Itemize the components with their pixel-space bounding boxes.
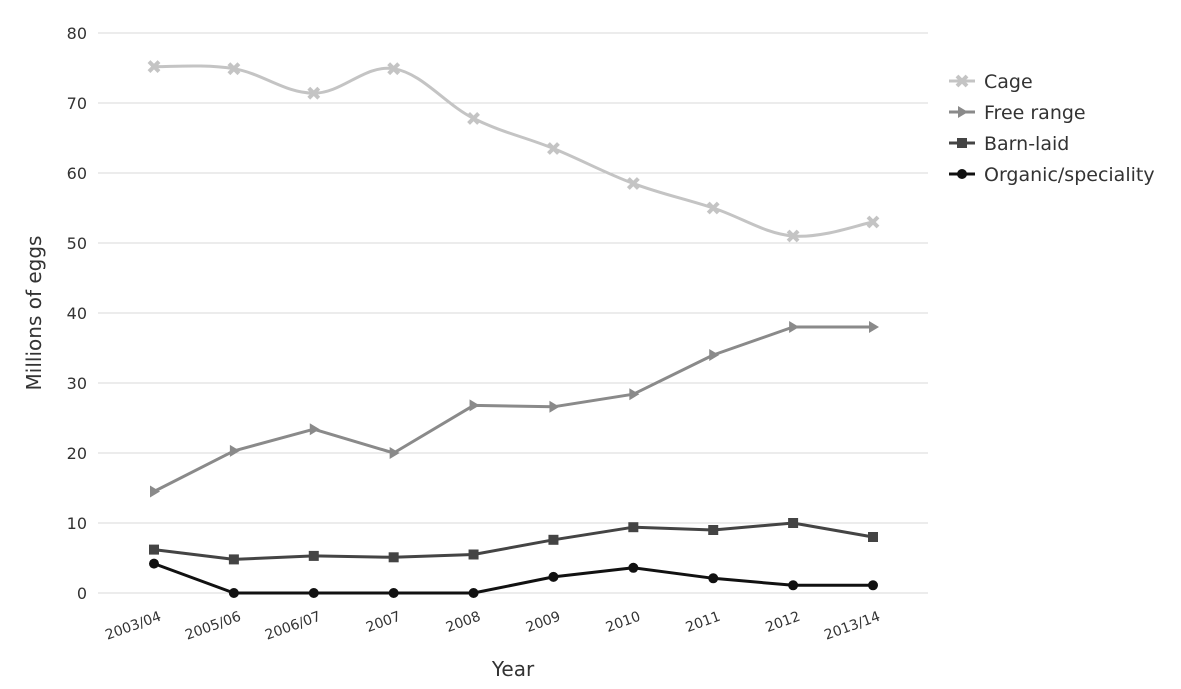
data-point-barn-laid — [548, 534, 559, 545]
data-point-organic-speciality — [149, 558, 159, 569]
x-tick-label: 2011 — [684, 609, 723, 636]
data-point-barn-laid — [868, 532, 878, 542]
data-point-organic-speciality — [628, 562, 639, 573]
data-point-organic-speciality — [548, 571, 559, 582]
x-axis-ticks: 2003/04 2005/06 2006/07 2007 2008 2009 2010 201… — [103, 609, 882, 644]
data-point-organic-speciality — [708, 573, 719, 584]
series-line-organic-speciality — [153, 562, 873, 595]
data-point-cage — [387, 62, 401, 76]
y-tick-label: 70 — [67, 94, 87, 113]
data-point-free-range — [150, 485, 160, 498]
data-point-cage — [866, 215, 880, 229]
data-point-cage — [467, 111, 480, 125]
x-tick-label: 2005/06 — [183, 609, 243, 644]
data-point-cage — [626, 177, 640, 190]
y-tick-label: 0 — [77, 584, 87, 603]
data-point-free-range — [309, 423, 320, 436]
legend-item-barn-laid: Barn-laid — [949, 133, 1069, 155]
series-line-cage — [153, 64, 874, 238]
series-free-range — [150, 321, 879, 498]
x-tick-label: 2013/14 — [822, 609, 882, 644]
y-axis-title: Millions of eggs — [22, 236, 46, 391]
series-barn-laid — [149, 518, 878, 565]
data-point-cage — [547, 142, 560, 155]
legend-marker-organic-speciality — [957, 169, 967, 179]
y-tick-label: 60 — [67, 164, 87, 183]
legend: Cage Free range Barn-laid Organic/specialit… — [949, 71, 1155, 186]
legend-marker-free-range — [958, 106, 968, 118]
data-point-barn-laid — [628, 522, 639, 533]
data-point-cage — [307, 86, 321, 100]
grid-lines — [98, 32, 928, 594]
x-tick-label: 2008 — [444, 609, 483, 636]
legend-label: Cage — [984, 71, 1033, 93]
data-point-barn-laid — [788, 518, 799, 528]
data-point-organic-speciality — [308, 588, 319, 598]
data-point-free-range — [229, 444, 240, 457]
data-point-cage — [147, 60, 161, 74]
data-point-free-range — [549, 400, 560, 413]
data-point-free-range — [389, 447, 400, 459]
series-line-free-range — [153, 325, 873, 493]
y-tick-label: 40 — [67, 304, 87, 323]
y-tick-label: 80 — [67, 24, 87, 43]
x-tick-label: 2012 — [764, 609, 803, 636]
data-point-free-range — [789, 321, 800, 333]
series-line-barn-laid — [153, 521, 874, 561]
legend-item-cage: Cage — [949, 71, 1033, 93]
y-tick-label: 50 — [67, 234, 87, 253]
data-point-cage — [706, 201, 720, 215]
data-point-cage — [227, 62, 241, 76]
y-axis-ticks: 0 10 20 30 40 50 60 70 80 — [67, 24, 87, 603]
data-point-barn-laid — [468, 549, 479, 560]
legend-marker-barn-laid — [957, 138, 967, 148]
legend-marker-cage — [955, 74, 969, 88]
data-point-barn-laid — [708, 525, 719, 535]
data-point-free-range — [709, 349, 720, 361]
x-tick-label: 2003/04 — [103, 609, 163, 644]
data-point-organic-speciality — [228, 588, 239, 598]
y-tick-label: 20 — [67, 444, 87, 463]
legend-item-free-range: Free range — [949, 102, 1086, 124]
data-point-barn-laid — [149, 544, 159, 555]
series-cage — [147, 60, 880, 243]
y-tick-label: 10 — [67, 514, 87, 533]
series-organic-speciality — [149, 558, 878, 598]
legend-label: Organic/speciality — [984, 164, 1155, 186]
data-point-organic-speciality — [468, 588, 479, 598]
y-tick-label: 30 — [67, 374, 87, 393]
data-point-free-range — [629, 388, 640, 401]
data-point-free-range — [869, 321, 879, 333]
legend-item-organic-speciality: Organic/speciality — [949, 164, 1155, 186]
data-point-organic-speciality — [388, 588, 399, 598]
data-point-organic-speciality — [868, 580, 878, 591]
legend-label: Barn-laid — [984, 133, 1069, 155]
x-axis-title: Year — [491, 657, 535, 681]
x-tick-label: 2009 — [524, 609, 563, 636]
data-point-organic-speciality — [788, 580, 799, 591]
legend-label: Free range — [984, 102, 1086, 124]
data-point-free-range — [469, 399, 480, 412]
data-point-barn-laid — [388, 552, 399, 563]
data-point-barn-laid — [308, 550, 319, 561]
series-lines — [147, 60, 880, 598]
x-tick-label: 2010 — [604, 609, 643, 636]
data-point-cage — [786, 229, 800, 243]
x-tick-label: 2007 — [364, 609, 403, 636]
x-tick-label: 2006/07 — [263, 609, 323, 644]
data-point-barn-laid — [228, 554, 239, 565]
